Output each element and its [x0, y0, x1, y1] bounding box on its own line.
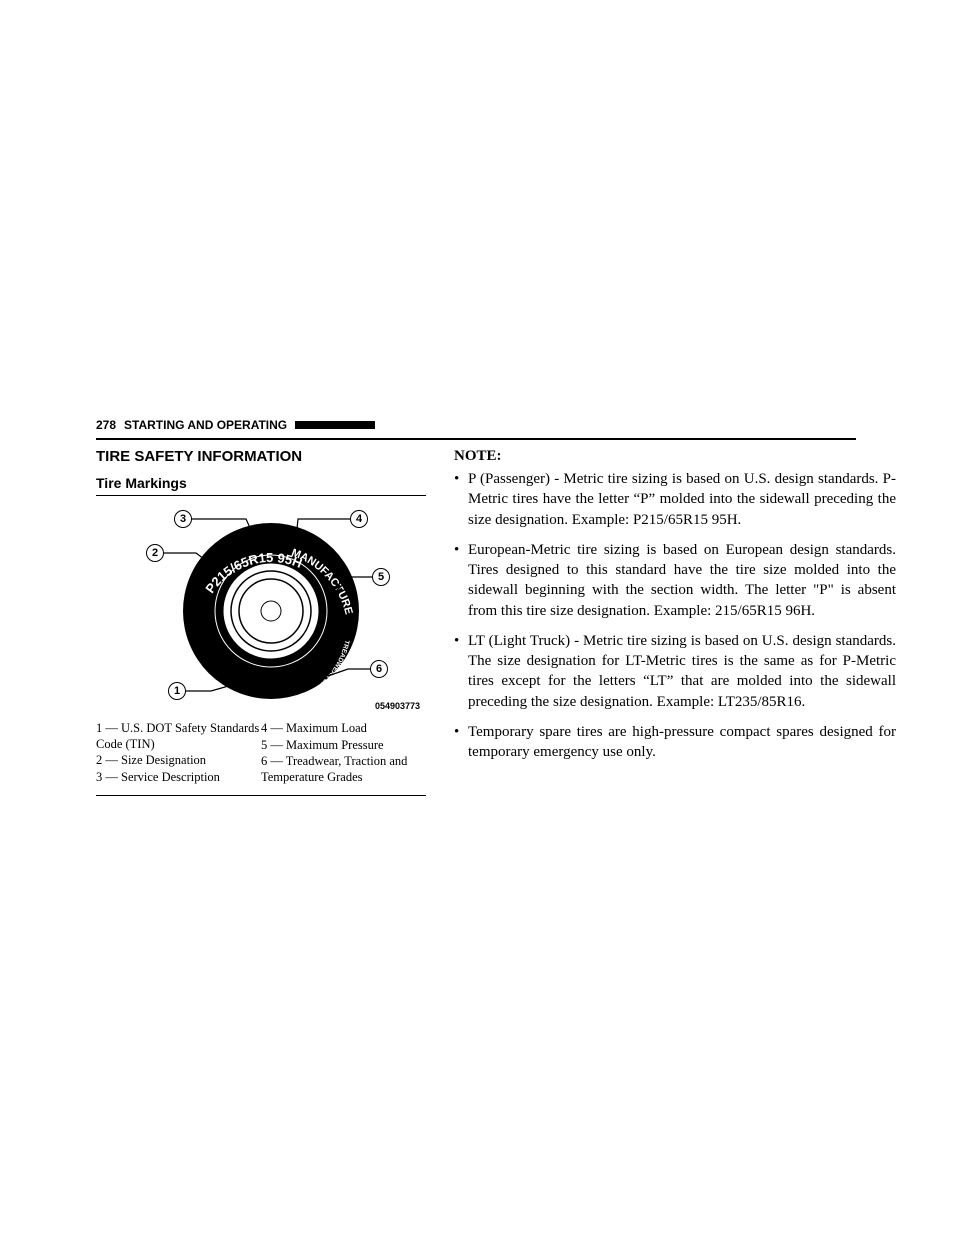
heading-tire-markings: Tire Markings [96, 475, 426, 491]
page-number: 278 [96, 418, 116, 432]
legend-right-col: 4 — Maximum Load 5 — Maximum Pressure 6 … [261, 721, 426, 787]
callout-3: 3 [174, 510, 192, 528]
note-label: NOTE: [454, 448, 896, 465]
legend-item: 1 — U.S. DOT Safety Standards Code (TIN) [96, 721, 261, 752]
figure-legend: 1 — U.S. DOT Safety Standards Code (TIN)… [96, 715, 426, 796]
callout-1: 1 [168, 682, 186, 700]
callout-6: 6 [370, 660, 388, 678]
page-header: 278 STARTING AND OPERATING [96, 418, 896, 432]
note-item: LT (Light Truck) - Metric tire sizing is… [454, 631, 896, 712]
legend-item: 5 — Maximum Pressure [261, 738, 426, 754]
note-item: European-Metric tire sizing is based on … [454, 540, 896, 621]
tire-diagram-svg: P215/65R15 95H MANUFACTURER TIRE NAME TR… [96, 496, 426, 716]
page: 278 STARTING AND OPERATING TIRE SAFETY I… [0, 0, 954, 796]
header-bar [295, 421, 375, 429]
section-name: STARTING AND OPERATING [124, 418, 287, 432]
content-columns: TIRE SAFETY INFORMATION Tire Markings [96, 448, 896, 796]
legend-item: 3 — Service Description [96, 770, 261, 786]
tire-figure: P215/65R15 95H MANUFACTURER TIRE NAME TR… [96, 495, 426, 715]
callout-2: 2 [146, 544, 164, 562]
note-item: Temporary spare tires are high-pressure … [454, 722, 896, 763]
callout-4: 4 [350, 510, 368, 528]
heading-tire-safety: TIRE SAFETY INFORMATION [96, 448, 426, 465]
right-column: NOTE: P (Passenger) - Metric tire sizing… [454, 448, 896, 796]
header-rule [96, 438, 856, 440]
callout-5: 5 [372, 568, 390, 586]
legend-item: 6 — Treadwear, Traction and Temperature … [261, 754, 426, 785]
note-list: P (Passenger) - Metric tire sizing is ba… [454, 469, 896, 762]
legend-left-col: 1 — U.S. DOT Safety Standards Code (TIN)… [96, 721, 261, 787]
legend-item: 4 — Maximum Load [261, 721, 426, 737]
note-item: P (Passenger) - Metric tire sizing is ba… [454, 469, 896, 530]
legend-item: 2 — Size Designation [96, 753, 261, 769]
figure-id: 054903773 [375, 701, 420, 711]
left-column: TIRE SAFETY INFORMATION Tire Markings [96, 448, 426, 796]
